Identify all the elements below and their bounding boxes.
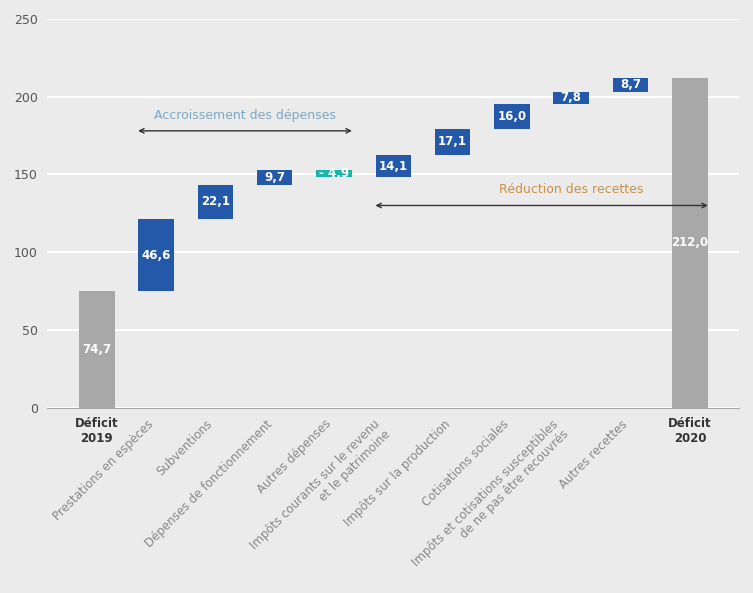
Text: Réduction des recettes: Réduction des recettes	[499, 183, 643, 196]
Text: 17,1: 17,1	[438, 135, 467, 148]
Text: 9,7: 9,7	[264, 171, 285, 184]
Text: Accroissement des dépenses: Accroissement des dépenses	[154, 109, 336, 122]
Text: 46,6: 46,6	[142, 248, 171, 262]
Bar	[316, 170, 352, 177]
Bar	[139, 219, 174, 292]
Bar	[672, 78, 708, 407]
Bar	[79, 292, 114, 407]
Text: 16,0: 16,0	[498, 110, 526, 123]
Bar	[197, 184, 233, 219]
Bar	[553, 92, 589, 104]
Text: - 4,9: - 4,9	[319, 167, 349, 180]
Bar	[494, 104, 529, 129]
Bar	[434, 129, 471, 155]
Text: 22,1: 22,1	[201, 195, 230, 208]
Text: 7,8: 7,8	[561, 91, 582, 104]
Text: 74,7: 74,7	[82, 343, 111, 356]
Text: 8,7: 8,7	[620, 78, 641, 91]
Text: 14,1: 14,1	[379, 160, 408, 173]
Bar	[613, 78, 648, 92]
Text: 212,0: 212,0	[672, 236, 709, 249]
Bar	[257, 170, 292, 184]
Bar	[376, 155, 411, 177]
